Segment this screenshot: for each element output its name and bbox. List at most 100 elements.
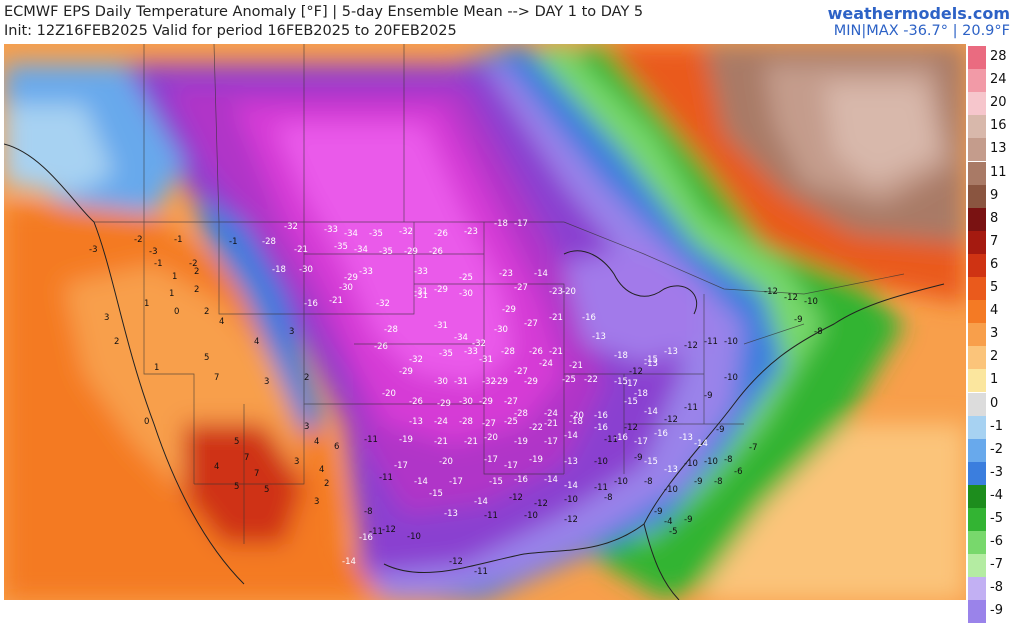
- scale-label: 7: [990, 233, 999, 249]
- anomaly-value-label: -19: [399, 435, 413, 445]
- anomaly-value-label: -14: [534, 269, 548, 279]
- anomaly-value-label: -10: [704, 457, 718, 467]
- anomaly-value-label: -13: [644, 359, 658, 369]
- political-boundaries: [94, 44, 905, 544]
- anomaly-value-label: -14: [474, 497, 488, 507]
- anomaly-value-label: 5: [234, 437, 239, 447]
- anomaly-value-label: -8: [814, 327, 822, 337]
- anomaly-value-label: -17: [634, 437, 648, 447]
- anomaly-value-label: -15: [614, 377, 628, 387]
- scale-label: 8: [990, 210, 999, 226]
- anomaly-value-label: -20: [382, 389, 396, 399]
- anomaly-value-label: -27: [524, 319, 538, 329]
- scale-label: 5: [990, 280, 999, 295]
- anomaly-value-label: -21: [294, 245, 308, 255]
- anomaly-value-label: -8: [724, 455, 732, 465]
- anomaly-value-label: -33: [414, 267, 428, 277]
- anomaly-value-label: -16: [359, 533, 373, 543]
- anomaly-value-label: -9: [694, 477, 702, 487]
- anomaly-value-label: -29: [344, 273, 358, 283]
- anomaly-value-label: -14: [644, 407, 658, 417]
- anomaly-value-label: 2: [194, 285, 199, 295]
- anomaly-value-label: -11: [364, 435, 378, 445]
- anomaly-value-label: -10: [724, 373, 738, 383]
- anomaly-value-label: -22: [529, 423, 543, 433]
- anomaly-value-label: -12: [624, 423, 638, 433]
- anomaly-value-label: -11: [474, 567, 488, 577]
- anomaly-value-label: -6: [734, 467, 742, 477]
- scale-swatch: [968, 138, 986, 162]
- anomaly-value-label: 1: [144, 299, 149, 309]
- anomaly-value-label: -14: [414, 477, 428, 487]
- anomaly-value-label: -9: [716, 425, 724, 435]
- anomaly-value-label: 3: [304, 422, 309, 432]
- anomaly-value-label: -10: [407, 532, 421, 542]
- anomaly-value-label: -27: [514, 283, 528, 293]
- anomaly-value-label: -33: [464, 347, 478, 357]
- anomaly-value-label: -26: [374, 342, 388, 352]
- anomaly-value-label: -29: [434, 285, 448, 295]
- anomaly-value-label: -21: [549, 313, 563, 323]
- anomaly-value-label: 2: [324, 479, 329, 489]
- anomaly-value-label: -11: [484, 511, 498, 521]
- anomaly-value-label: -25: [504, 417, 518, 427]
- anomaly-value-label: -18: [272, 265, 286, 275]
- scale-swatch: [968, 346, 986, 370]
- anomaly-value-label: -34: [344, 229, 358, 239]
- anomaly-value-label: -30: [434, 377, 448, 387]
- anomaly-value-label: -35: [369, 229, 383, 239]
- anomaly-value-label: -10: [804, 297, 818, 307]
- anomaly-value-label: 3: [264, 377, 269, 387]
- anomaly-value-label: -34: [454, 333, 468, 343]
- anomaly-value-label: -21: [329, 296, 343, 306]
- anomaly-value-label: -29: [399, 367, 413, 377]
- anomaly-value-label: -10: [564, 495, 578, 505]
- anomaly-value-label: -28: [384, 325, 398, 335]
- map-title: ECMWF EPS Daily Temperature Anomaly [°F]…: [4, 4, 644, 20]
- anomaly-value-label: -10: [614, 477, 628, 487]
- scale-label: -6: [990, 534, 1003, 550]
- anomaly-value-label: -30: [339, 283, 353, 293]
- anomaly-value-label: -15: [644, 457, 658, 467]
- scale-swatch: [968, 554, 986, 578]
- anomaly-value-label: -20: [439, 457, 453, 467]
- anomaly-value-label: -34: [354, 245, 368, 255]
- anomaly-value-label: -12: [764, 287, 778, 297]
- scale-label: 1: [990, 372, 999, 388]
- anomaly-value-label: -11: [594, 483, 608, 493]
- anomaly-value-label: -28: [459, 417, 473, 427]
- anomaly-value-label: -25: [562, 375, 576, 385]
- anomaly-value-label: -13: [664, 465, 678, 475]
- anomaly-value-label: -24: [539, 359, 553, 369]
- anomaly-value-label: -18: [569, 417, 583, 427]
- anomaly-value-label: -26: [409, 397, 423, 407]
- anomaly-value-label: -32: [482, 377, 496, 387]
- anomaly-value-label: -10: [684, 459, 698, 469]
- anomaly-value-label: -9: [684, 515, 692, 525]
- anomaly-value-label: -15: [489, 477, 503, 487]
- scale-label: 13: [990, 141, 1007, 157]
- anomaly-value-label: 3: [104, 313, 109, 323]
- anomaly-value-label: -30: [459, 397, 473, 407]
- brand-link[interactable]: weathermodels.com: [827, 4, 1010, 23]
- anomaly-value-label: -17: [624, 379, 638, 389]
- scale-swatch: [968, 207, 986, 231]
- anomaly-value-label: 4: [219, 317, 224, 327]
- anomaly-value-label: 2: [194, 267, 199, 277]
- scale-swatch: [968, 415, 986, 439]
- anomaly-value-label: -2: [134, 235, 142, 245]
- scale-label: -7: [990, 557, 1003, 573]
- anomaly-value-label: 4: [254, 337, 259, 347]
- anomaly-value-label: -23: [549, 287, 563, 297]
- anomaly-value-label: -31: [434, 321, 448, 331]
- anomaly-value-label: -35: [379, 247, 393, 257]
- anomaly-value-label: -20: [562, 287, 576, 297]
- anomaly-value-label: -12: [382, 525, 396, 535]
- anomaly-value-label: -33: [359, 267, 373, 277]
- anomaly-value-label: -8: [364, 507, 372, 517]
- anomaly-value-label: -11: [604, 435, 618, 445]
- anomaly-value-label: -12: [449, 557, 463, 567]
- anomaly-value-label: -10: [724, 337, 738, 347]
- anomaly-value-label: 2: [304, 373, 309, 383]
- anomaly-value-label: 3: [294, 457, 299, 467]
